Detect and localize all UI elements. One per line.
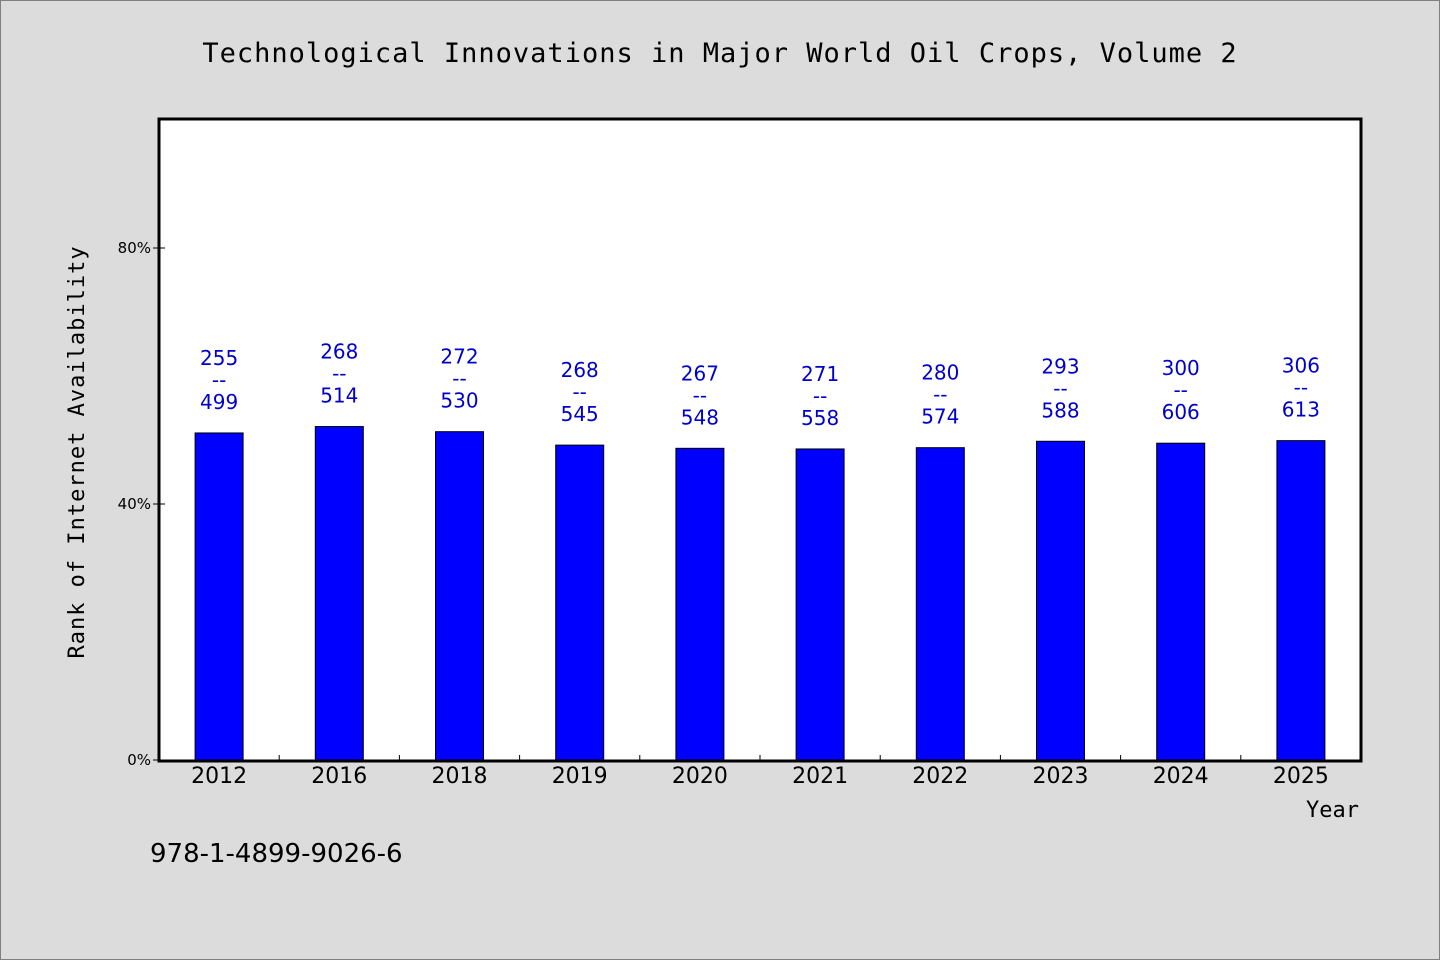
- bar: [1036, 440, 1085, 761]
- data-label: 499: [200, 390, 238, 414]
- bar: [555, 444, 605, 761]
- data-labels-layer: 255--499268--514272--530268--545267--548…: [200, 340, 1320, 430]
- isbn-text: 978-1-4899-9026-6: [150, 839, 403, 869]
- data-label: 588: [1041, 398, 1079, 422]
- data-label: 267: [681, 361, 719, 385]
- data-label: --: [933, 383, 947, 407]
- data-label: 271: [801, 362, 839, 386]
- data-label: --: [813, 384, 827, 408]
- data-label: 268: [561, 358, 599, 382]
- data-label: --: [212, 368, 226, 392]
- x-tick-label: 2018: [432, 764, 488, 789]
- x-axis: 2012 2016 2018 2019 2020 2021 2022 2023 2024 2025: [191, 755, 1329, 789]
- data-label: 293: [1041, 354, 1079, 378]
- bar: [194, 432, 244, 761]
- bars-layer: [194, 426, 1326, 761]
- data-label: --: [693, 383, 707, 407]
- data-label: 530: [440, 389, 478, 413]
- data-label: --: [1294, 376, 1308, 400]
- data-label: 268: [320, 340, 358, 364]
- x-tick-label: 2019: [552, 764, 608, 789]
- data-label: 514: [320, 384, 358, 408]
- data-label: 613: [1282, 398, 1320, 422]
- x-tick-label: 2023: [1033, 764, 1089, 789]
- data-label: 545: [561, 402, 599, 426]
- bar: [314, 426, 364, 761]
- y-tick-label: 0%: [127, 751, 151, 769]
- bar: [675, 447, 725, 761]
- bar: [915, 447, 965, 761]
- data-label: 272: [440, 345, 478, 369]
- data-label: 548: [681, 405, 719, 429]
- y-tick-label: 40%: [118, 495, 151, 513]
- x-tick-label: 2021: [792, 764, 848, 789]
- x-tick-label: 2020: [672, 764, 728, 789]
- data-label: 280: [921, 361, 959, 385]
- x-tick-label: 2022: [912, 764, 968, 789]
- data-label: --: [332, 362, 346, 386]
- bar: [435, 431, 484, 761]
- chart-title: Technological Innovations in Major World…: [202, 38, 1237, 69]
- y-tick-label: 80%: [118, 239, 151, 257]
- x-tick-label: 2025: [1273, 764, 1329, 789]
- x-tick-label: 2024: [1153, 764, 1209, 789]
- bar: [1156, 442, 1206, 761]
- bar: [1276, 440, 1326, 761]
- data-label: 606: [1162, 400, 1200, 424]
- x-axis-label: Year: [1306, 798, 1359, 823]
- data-label: --: [1053, 376, 1067, 400]
- data-label: 300: [1162, 356, 1200, 380]
- y-axis: 0% 40% 80%: [118, 239, 165, 769]
- data-label: 558: [801, 406, 839, 430]
- bar: [795, 448, 845, 761]
- y-axis-label: Rank of Internet Availability: [65, 245, 90, 658]
- data-label: --: [572, 380, 586, 404]
- x-tick-label: 2016: [311, 764, 367, 789]
- data-label: --: [1173, 378, 1187, 402]
- data-label: --: [452, 367, 466, 391]
- data-label: 306: [1282, 354, 1320, 378]
- x-tick-label: 2012: [191, 764, 247, 789]
- data-label: 255: [200, 346, 238, 370]
- data-label: 574: [921, 405, 959, 429]
